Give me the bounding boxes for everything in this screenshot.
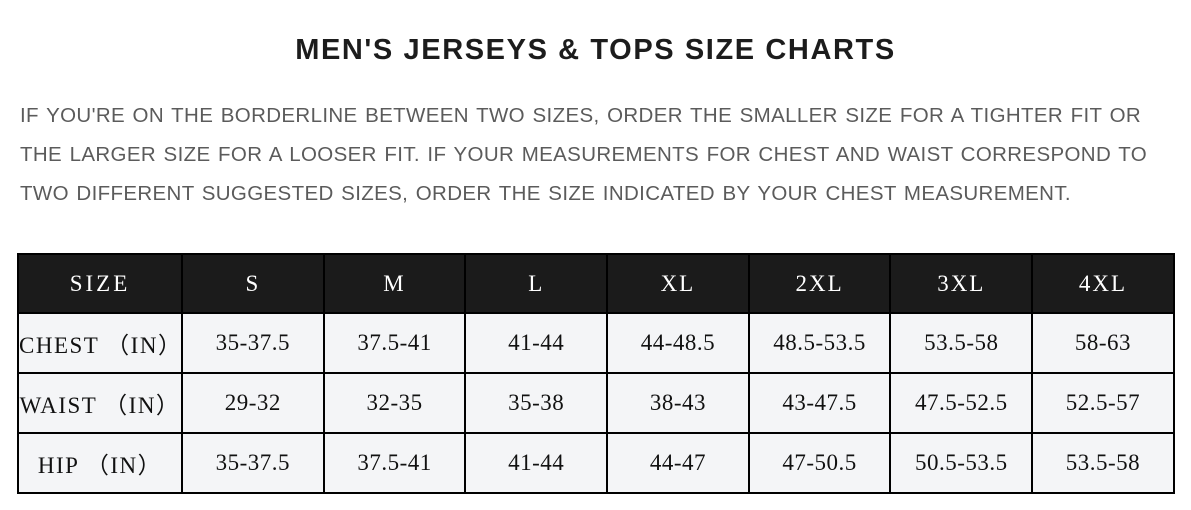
cell-hip-2xl: 47-50.5 — [747, 432, 892, 494]
cell-waist-m: 32-35 — [322, 372, 467, 434]
cell-chest-m: 37.5-41 — [322, 312, 467, 374]
page-title: MEN'S JERSEYS & TOPS SIZE CHARTS — [295, 34, 896, 66]
cell-waist-4xl: 52.5-57 — [1031, 372, 1175, 434]
column-header-m: M — [322, 253, 467, 314]
size-chart-table: SIZE S M L XL 2XL 3XL 4XL CHEST （IN） 35-… — [17, 253, 1175, 494]
cell-waist-2xl: 43-47.5 — [747, 372, 892, 434]
column-header-l: L — [464, 253, 609, 314]
column-header-xl: XL — [606, 253, 750, 314]
cell-chest-l: 41-44 — [464, 312, 609, 374]
column-header-3xl: 3XL — [889, 253, 1034, 314]
cell-chest-4xl: 58-63 — [1031, 312, 1175, 374]
cell-hip-4xl: 53.5-58 — [1031, 432, 1175, 494]
table-row: HIP （IN） 35-37.5 37.5-41 41-44 44-47 47-… — [17, 432, 1175, 494]
table-row: WAIST （IN） 29-32 32-35 35-38 38-43 43-47… — [17, 372, 1175, 434]
row-label-chest: CHEST （IN） — [17, 312, 183, 374]
column-header-s: S — [181, 253, 325, 314]
cell-hip-l: 41-44 — [464, 432, 609, 494]
cell-chest-3xl: 53.5-58 — [889, 312, 1034, 374]
cell-hip-s: 35-37.5 — [181, 432, 325, 494]
cell-chest-xl: 44-48.5 — [606, 312, 750, 374]
cell-waist-s: 29-32 — [181, 372, 325, 434]
row-label-hip: HIP （IN） — [17, 432, 183, 494]
cell-waist-xl: 38-43 — [606, 372, 750, 434]
table-header-row: SIZE S M L XL 2XL 3XL 4XL — [17, 253, 1175, 314]
cell-hip-3xl: 50.5-53.5 — [889, 432, 1034, 494]
column-header-4xl: 4XL — [1031, 253, 1175, 314]
column-header-size: SIZE — [17, 253, 183, 314]
cell-hip-xl: 44-47 — [606, 432, 750, 494]
cell-waist-3xl: 47.5-52.5 — [889, 372, 1034, 434]
column-header-2xl: 2XL — [747, 253, 892, 314]
cell-waist-l: 35-38 — [464, 372, 609, 434]
cell-chest-2xl: 48.5-53.5 — [747, 312, 892, 374]
row-label-waist: WAIST （IN） — [17, 372, 183, 434]
intro-paragraph: IF YOU'RE ON THE BORDERLINE BETWEEN TWO … — [20, 104, 1148, 205]
table-row: CHEST （IN） 35-37.5 37.5-41 41-44 44-48.5… — [17, 312, 1175, 374]
cell-chest-s: 35-37.5 — [181, 312, 325, 374]
cell-hip-m: 37.5-41 — [322, 432, 467, 494]
